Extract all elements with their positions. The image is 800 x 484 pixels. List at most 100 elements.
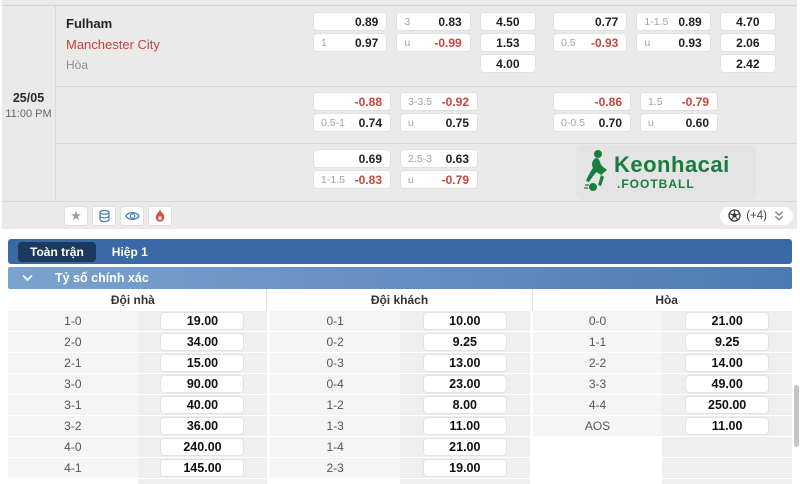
odds-box[interactable]: u 0.75 xyxy=(401,114,477,131)
odds-handicap-label: 3 xyxy=(404,15,411,28)
score-label: 3-2 xyxy=(8,416,138,436)
score-row: 3-1 40.00 xyxy=(8,395,268,415)
odds-box[interactable]: 3-3.5 -0.92 xyxy=(401,93,477,110)
score-odds-box[interactable]: 14.00 xyxy=(686,355,769,371)
score-odds-box[interactable]: 49.00 xyxy=(686,376,769,392)
vertical-scrollbar[interactable] xyxy=(794,385,799,447)
odds-box[interactable]: 1 0.97 xyxy=(314,34,387,51)
score-row: 4-1 145.00 xyxy=(8,458,268,478)
score-odds-box[interactable]: 19.00 xyxy=(423,460,506,476)
odds-row: 0.69 1-1.5 -0.83 2.5-3 0.63 u -0.79 Keonhacai .F… xyxy=(56,144,797,201)
score-label: 0-3 xyxy=(270,353,400,373)
score-odds-box[interactable]: 36.00 xyxy=(161,418,244,434)
score-odds-box[interactable]: 15.00 xyxy=(161,355,244,371)
score-odds-box[interactable]: 34.00 xyxy=(161,334,244,350)
odds-value: -0.86 xyxy=(594,94,622,109)
odds-value: 0.69 xyxy=(358,151,382,166)
score-column-draw: 0-0 21.00 1-1 9.25 2-2 14.00 3-3 49.00 4-4 250.00… xyxy=(532,311,792,484)
odds-box[interactable]: 0.89 xyxy=(314,13,387,30)
score-odds-box[interactable]: 10.00 xyxy=(423,313,506,329)
score-row: 2-1 15.00 xyxy=(8,353,268,373)
odds-box[interactable]: u 0.60 xyxy=(641,114,717,131)
tab-first-half[interactable]: Hiệp 1 xyxy=(111,244,148,259)
odds-box[interactable]: 4.50 xyxy=(480,13,535,30)
odds-box[interactable]: 0.77 xyxy=(554,13,627,30)
match-date-cell: 25/05 11:00 PM xyxy=(2,6,56,201)
stats-button[interactable] xyxy=(92,205,116,226)
odds-handicap-label: 1-1.5 xyxy=(644,15,669,28)
score-odds-cell: 21.00 xyxy=(662,311,792,331)
odds-box[interactable]: 2.06 xyxy=(720,34,775,51)
stack-icon xyxy=(98,209,110,222)
match-toolbar: ★ (+4) xyxy=(2,201,797,229)
odds-box[interactable]: 2.5-3 0.63 xyxy=(401,150,477,167)
odds-value: -0.99 xyxy=(434,35,462,50)
score-odds-cell: 23.00 xyxy=(399,374,530,394)
odds-box[interactable]: 1.53 xyxy=(480,34,535,51)
tab-full-match[interactable]: Toàn trận xyxy=(18,241,96,262)
score-odds-box[interactable]: 240.00 xyxy=(161,439,244,455)
score-odds-box[interactable]: 11.00 xyxy=(686,418,769,434)
odds-box[interactable]: 0.5 -0.93 xyxy=(554,34,627,51)
score-odds-cell: 145.00 xyxy=(137,458,268,478)
odds-box[interactable]: 1-1.5 0.89 xyxy=(637,13,710,30)
odds-box[interactable]: 2.42 xyxy=(720,55,775,72)
score-odds-cell: 9.25 xyxy=(399,332,530,352)
odds-value: 0.74 xyxy=(358,115,382,130)
odds-subcolumn: -0.88 0.5-1 0.74 xyxy=(314,93,390,143)
score-odds-box[interactable]: 145.00 xyxy=(161,460,244,476)
odds-box[interactable]: 4.70 xyxy=(720,13,775,30)
score-row: 0-2 9.25 xyxy=(270,332,530,352)
odds-box[interactable]: 0.5-1 0.74 xyxy=(314,114,390,131)
hot-button[interactable] xyxy=(148,205,172,226)
odds-box[interactable]: u -0.99 xyxy=(397,34,470,51)
correct-score-header[interactable]: Tỷ số chính xác xyxy=(8,267,792,289)
eye-icon xyxy=(124,211,140,220)
score-row: 0-3 13.00 xyxy=(270,353,530,373)
score-odds-box[interactable]: 9.25 xyxy=(686,334,769,350)
score-odds-box[interactable]: 40.00 xyxy=(161,397,244,413)
score-odds-box[interactable]: 23.00 xyxy=(423,376,506,392)
keonhacai-logo-icon: Keonhacai.FOOTBALL xyxy=(584,150,729,191)
score-odds-cell: 11.00 xyxy=(399,416,530,436)
score-odds-box[interactable]: 90.00 xyxy=(161,376,244,392)
odds-box[interactable]: -0.86 xyxy=(554,93,630,110)
score-odds-box[interactable]: 21.00 xyxy=(686,313,769,329)
odds-box[interactable]: 3 0.83 xyxy=(397,13,470,30)
score-odds-box[interactable]: 8.00 xyxy=(423,397,506,413)
watch-button[interactable] xyxy=(120,205,144,226)
score-odds-box[interactable]: 250.00 xyxy=(686,397,769,413)
score-label: 3-3 xyxy=(532,374,663,394)
score-odds-box[interactable]: 21.00 xyxy=(423,439,506,455)
score-label: 4-4 xyxy=(532,395,663,415)
score-label xyxy=(8,479,138,484)
odds-box[interactable]: u 0.93 xyxy=(637,34,710,51)
score-label: 4-0 xyxy=(8,437,138,457)
collapse-button[interactable] xyxy=(22,274,33,282)
score-odds-box[interactable]: 13.00 xyxy=(423,355,506,371)
odds-box[interactable]: -0.88 xyxy=(314,93,390,110)
odds-handicap-label: u xyxy=(408,173,414,186)
odds-box[interactable]: 0-0.5 0.70 xyxy=(554,114,630,131)
odds-box[interactable]: 0.69 xyxy=(314,150,390,167)
odds-value: 2.06 xyxy=(736,35,760,50)
odds-box[interactable]: 1.5 -0.79 xyxy=(641,93,717,110)
score-odds-box[interactable]: 11.00 xyxy=(423,418,506,434)
score-odds-box[interactable]: 19.00 xyxy=(161,313,244,329)
match-date: 25/05 xyxy=(12,91,45,105)
odds-subcolumn: 3-3.5 -0.92 u 0.75 xyxy=(401,93,477,143)
favorite-star-button[interactable]: ★ xyxy=(64,205,88,226)
odds-box[interactable]: 4.00 xyxy=(480,55,535,72)
score-row xyxy=(270,479,530,484)
odds-group: 0.89 1 0.97 3 0.83 u -0.99 4.50 1.53 4.00 xyxy=(306,6,546,86)
score-label: 1-3 xyxy=(270,416,400,436)
odds-box[interactable]: 1-1.5 -0.83 xyxy=(314,171,390,188)
score-row: 3-2 36.00 xyxy=(8,416,268,436)
score-odds-box[interactable]: 9.25 xyxy=(423,334,506,350)
odds-subcolumn: 0.77 0.5 -0.93 xyxy=(554,13,627,86)
odds-box[interactable]: u -0.79 xyxy=(401,171,477,188)
more-bookmakers-button[interactable]: (+4) xyxy=(720,206,793,225)
odds-handicap-label: 0.5-1 xyxy=(321,116,345,129)
score-row: 0-0 21.00 xyxy=(532,311,792,331)
teams-cell: Fulham Manchester City Hòa xyxy=(56,6,306,86)
